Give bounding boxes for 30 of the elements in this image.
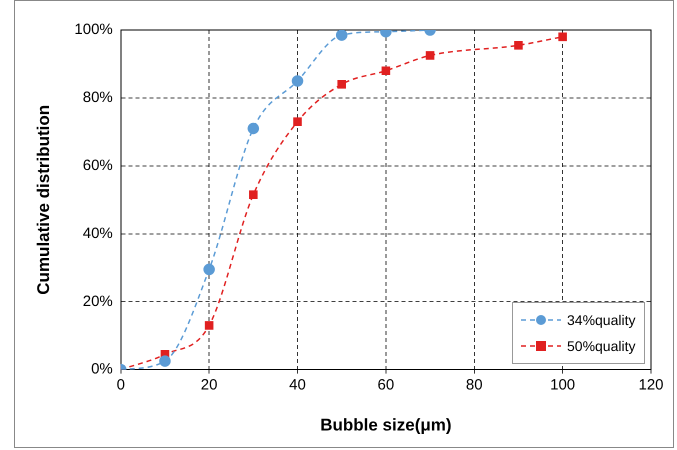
y-tick-label: 0% — [91, 360, 113, 378]
x-tick-label: 120 — [638, 376, 664, 394]
x-tick-label: 60 — [378, 376, 394, 394]
x-axis-title: Bubble size(μm) — [320, 415, 452, 434]
y-tick-label: 80% — [82, 89, 113, 106]
x-tick-label: 40 — [289, 376, 306, 394]
point — [292, 75, 304, 87]
x-tick-label: 80 — [466, 376, 483, 394]
y-tick-label: 100% — [74, 21, 113, 38]
point — [203, 264, 215, 276]
y-tick-label: 40% — [82, 224, 113, 242]
y-tick-label: 60% — [82, 156, 113, 174]
point — [204, 321, 214, 330]
point — [558, 32, 567, 42]
legend-label: 34%quality — [567, 312, 636, 328]
point — [514, 40, 523, 50]
point — [426, 51, 434, 60]
y-tick-label: 20% — [82, 292, 113, 310]
point — [337, 80, 346, 89]
y-axis-title: Cumulative distribution — [34, 104, 53, 295]
point — [382, 66, 390, 76]
x-tick-label: 100 — [550, 376, 576, 394]
point — [293, 117, 302, 126]
point — [248, 122, 260, 134]
legend-label: 50%quality — [567, 338, 636, 354]
point — [159, 355, 171, 367]
x-tick-label: 20 — [200, 376, 218, 394]
point — [249, 190, 258, 199]
x-tick-label: 0 — [116, 376, 125, 394]
point — [336, 30, 348, 41]
